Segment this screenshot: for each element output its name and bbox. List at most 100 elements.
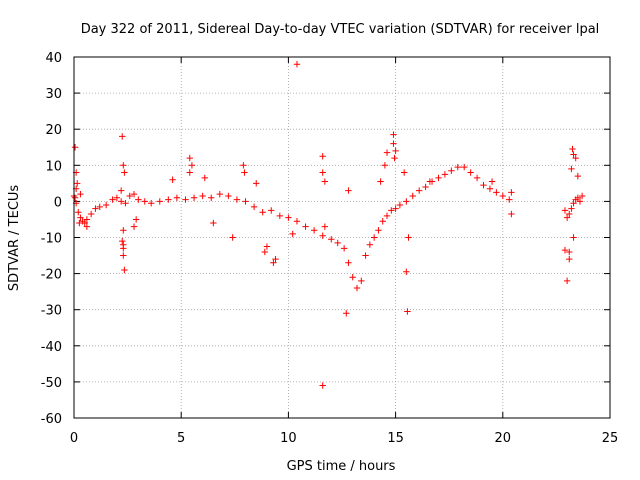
data-point xyxy=(340,245,348,252)
data-point xyxy=(77,190,84,198)
data-point xyxy=(263,243,271,250)
data-point xyxy=(561,207,569,214)
data-point xyxy=(210,219,217,227)
data-point xyxy=(293,218,301,225)
data-point xyxy=(241,169,248,176)
data-point xyxy=(165,196,172,203)
x-tick-label: 5 xyxy=(177,431,185,446)
data-point xyxy=(276,212,284,220)
data-point xyxy=(186,154,193,162)
x-tick-label: 15 xyxy=(387,431,404,446)
data-point xyxy=(448,167,455,174)
data-point xyxy=(569,145,576,153)
data-point xyxy=(319,169,326,176)
data-point xyxy=(566,248,573,256)
data-point xyxy=(321,178,329,185)
data-point xyxy=(261,248,269,256)
data-point xyxy=(190,194,198,201)
data-point xyxy=(486,185,494,192)
y-tick-label: -30 xyxy=(41,304,62,319)
data-point xyxy=(566,255,573,263)
data-point xyxy=(233,196,241,203)
data-point xyxy=(488,178,496,185)
data-point xyxy=(201,174,208,182)
data-point xyxy=(121,266,128,274)
data-point xyxy=(391,154,398,162)
data-point xyxy=(467,169,474,176)
data-point xyxy=(375,227,382,234)
data-point xyxy=(379,218,386,225)
data-point xyxy=(117,187,125,194)
data-point xyxy=(135,196,142,203)
data-point xyxy=(461,163,468,171)
data-point xyxy=(109,196,116,203)
data-point xyxy=(92,205,99,212)
data-point xyxy=(441,171,449,178)
data-point xyxy=(156,198,163,205)
data-point xyxy=(403,198,410,205)
data-point xyxy=(568,165,575,173)
plot-frame xyxy=(73,56,611,419)
data-point xyxy=(508,189,515,196)
data-point xyxy=(396,201,404,209)
data-point xyxy=(561,246,569,254)
data-point xyxy=(422,183,429,191)
data-point xyxy=(366,241,374,248)
data-point xyxy=(353,284,361,292)
y-tick-label: -60 xyxy=(41,412,62,427)
data-point xyxy=(319,153,326,160)
data-point xyxy=(570,151,577,158)
data-point xyxy=(186,169,193,176)
data-point xyxy=(225,192,232,200)
data-point xyxy=(566,210,573,218)
data-point xyxy=(493,189,500,196)
data-point xyxy=(576,198,584,205)
data-point xyxy=(169,176,176,183)
data-point xyxy=(83,216,91,223)
data-point xyxy=(173,194,181,201)
data-point xyxy=(285,214,292,221)
data-point xyxy=(113,194,121,201)
data-point xyxy=(473,174,481,182)
data-point xyxy=(568,205,575,212)
data-point xyxy=(390,131,397,138)
data-point xyxy=(250,203,258,211)
data-point xyxy=(253,180,260,187)
data-point xyxy=(426,178,434,185)
data-point xyxy=(199,192,206,200)
data-point xyxy=(377,178,384,185)
data-point xyxy=(71,144,79,151)
data-point xyxy=(87,210,95,218)
data-point xyxy=(563,277,571,285)
grid xyxy=(74,57,610,418)
x-tick-label: 0 xyxy=(70,431,78,446)
data-point xyxy=(404,308,411,315)
data-point xyxy=(268,207,275,214)
data-point xyxy=(130,223,138,230)
data-point xyxy=(572,154,579,162)
data-point xyxy=(508,210,515,218)
data-point xyxy=(362,252,369,259)
data-point xyxy=(349,274,356,281)
data-point xyxy=(563,214,571,221)
x-tick-label: 20 xyxy=(495,431,512,446)
data-points xyxy=(70,61,586,389)
data-point xyxy=(334,239,341,247)
data-point xyxy=(370,234,378,241)
y-tick-label: -10 xyxy=(41,232,62,247)
x-tick-label: 25 xyxy=(602,431,619,446)
data-point xyxy=(75,209,82,216)
data-point xyxy=(74,180,81,187)
data-point xyxy=(71,194,79,201)
y-tick-label: -20 xyxy=(41,268,62,283)
y-axis-label: SDTVAR / TECUs xyxy=(7,185,22,292)
data-point xyxy=(147,200,155,207)
y-tick-label: 10 xyxy=(45,159,62,174)
data-point xyxy=(242,198,249,205)
data-point xyxy=(259,209,266,216)
data-point xyxy=(117,198,125,205)
data-point xyxy=(415,187,423,194)
data-point xyxy=(132,216,140,223)
data-point xyxy=(570,234,577,241)
data-point xyxy=(120,252,127,259)
